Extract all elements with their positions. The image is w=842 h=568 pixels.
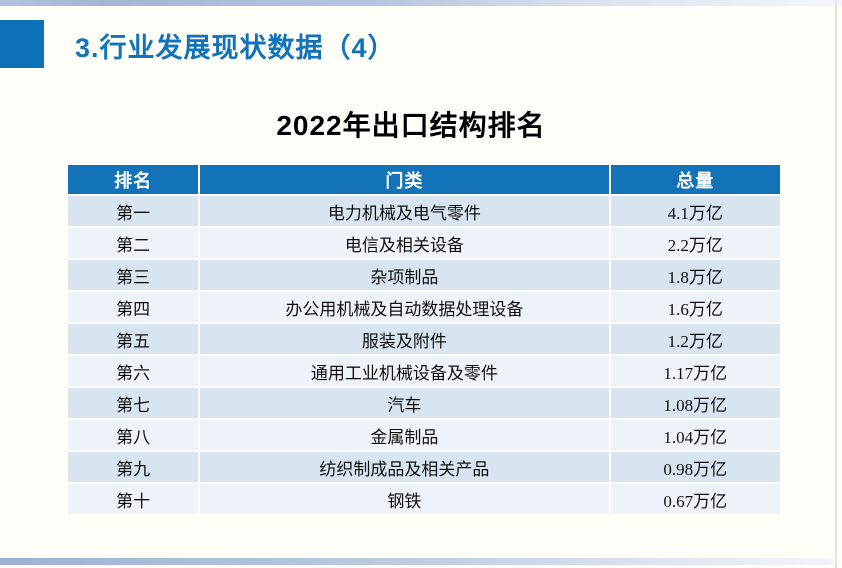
rank-cell: 第一 <box>68 196 199 226</box>
category-cell: 通用工业机械设备及零件 <box>200 356 609 386</box>
category-cell: 电力机械及电气零件 <box>200 196 609 226</box>
table-row: 第六 通用工业机械设备及零件 1.17万亿 <box>68 356 780 386</box>
total-cell: 1.2万亿 <box>610 324 780 354</box>
category-cell: 纺织制成品及相关产品 <box>200 452 609 482</box>
table-header-row: 排名 门类 总量 <box>68 165 780 194</box>
column-header-category: 门类 <box>200 165 609 194</box>
category-cell: 汽车 <box>200 388 609 418</box>
table-title: 2022年出口结构排名 <box>276 110 546 141</box>
table-row: 第五 服装及附件 1.2万亿 <box>68 324 780 354</box>
rank-cell: 第七 <box>68 388 199 418</box>
category-cell: 服装及附件 <box>200 324 609 354</box>
slide-edge-line <box>835 0 837 568</box>
bottom-accent-bar <box>0 558 834 565</box>
table-row: 第九 纺织制成品及相关产品 0.98万亿 <box>68 452 780 482</box>
top-accent-bar <box>0 0 842 6</box>
rank-cell: 第九 <box>68 452 199 482</box>
total-cell: 0.98万亿 <box>610 452 780 482</box>
total-cell: 1.17万亿 <box>610 356 780 386</box>
category-cell: 钢铁 <box>200 484 609 514</box>
category-cell: 办公用机械及自动数据处理设备 <box>200 292 609 322</box>
rank-cell: 第六 <box>68 356 199 386</box>
total-cell: 1.04万亿 <box>610 420 780 450</box>
total-cell: 0.67万亿 <box>610 484 780 514</box>
rank-cell: 第二 <box>68 228 199 258</box>
category-cell: 金属制品 <box>200 420 609 450</box>
table-row: 第二 电信及相关设备 2.2万亿 <box>68 228 780 258</box>
rank-cell: 第八 <box>68 420 199 450</box>
table-row: 第四 办公用机械及自动数据处理设备 1.6万亿 <box>68 292 780 322</box>
column-header-rank: 排名 <box>68 165 199 194</box>
rank-cell: 第三 <box>68 260 199 290</box>
rank-cell: 第十 <box>68 484 199 514</box>
page-title: 3.行业发展现状数据（4） <box>75 33 396 63</box>
total-cell: 4.1万亿 <box>610 196 780 226</box>
title-accent-square <box>0 20 44 68</box>
rank-cell: 第五 <box>68 324 199 354</box>
category-cell: 电信及相关设备 <box>200 228 609 258</box>
table-row: 第八 金属制品 1.04万亿 <box>68 420 780 450</box>
total-cell: 1.6万亿 <box>610 292 780 322</box>
total-cell: 1.8万亿 <box>610 260 780 290</box>
total-cell: 1.08万亿 <box>610 388 780 418</box>
table-row: 第三 杂项制品 1.8万亿 <box>68 260 780 290</box>
rank-cell: 第四 <box>68 292 199 322</box>
total-cell: 2.2万亿 <box>610 228 780 258</box>
table-row: 第七 汽车 1.08万亿 <box>68 388 780 418</box>
category-cell: 杂项制品 <box>200 260 609 290</box>
table-row: 第一 电力机械及电气零件 4.1万亿 <box>68 196 780 226</box>
table-row: 第十 钢铁 0.67万亿 <box>68 484 780 514</box>
export-ranking-table: 排名 门类 总量 第一 电力机械及电气零件 4.1万亿 第二 电信及相关设备 2… <box>66 163 782 516</box>
column-header-total: 总量 <box>610 165 780 194</box>
